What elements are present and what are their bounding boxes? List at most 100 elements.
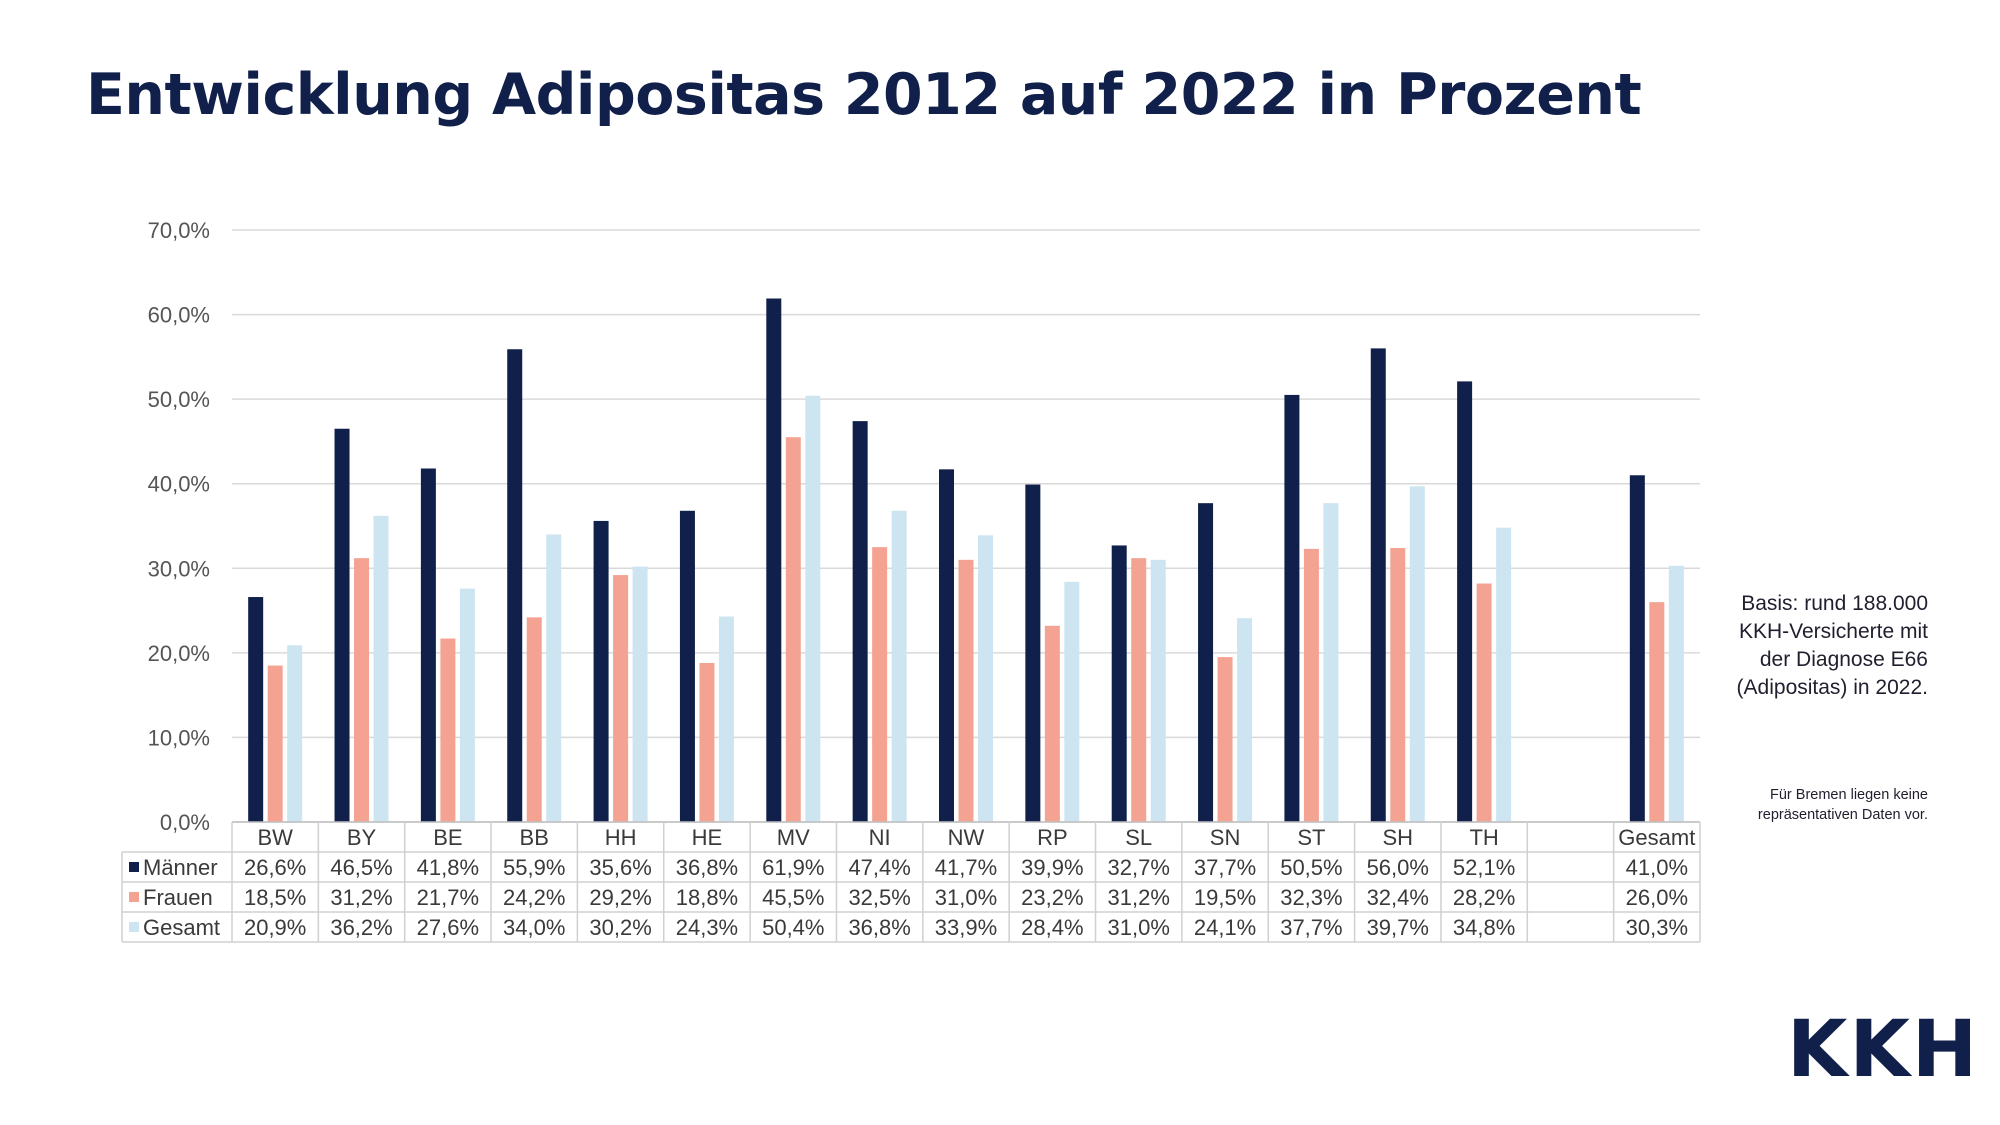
data-label: 36,8% (676, 855, 738, 880)
data-label: 34,8% (1453, 915, 1515, 940)
data-label: 50,4% (762, 915, 824, 940)
bar-frauen-bw (267, 665, 283, 822)
bar-männer-ni (852, 421, 868, 822)
y-tick-label: 40,0% (148, 472, 210, 497)
bar-männer-be (420, 468, 436, 822)
data-label: 24,2% (503, 885, 565, 910)
data-label: 30,2% (589, 915, 651, 940)
data-label: 32,7% (1108, 855, 1170, 880)
x-tick-label: TH (1469, 825, 1498, 850)
data-table: BW BY BE BB HH HE MV NI NW RP SL SN ST SH TH Gesamt Männ… (121, 821, 1701, 943)
bar-gesamt-be (459, 588, 475, 822)
legend-label-frauen: Frauen (143, 885, 213, 910)
data-label: 21,7% (417, 885, 479, 910)
data-label: 28,4% (1021, 915, 1083, 940)
data-label: 56,0% (1367, 855, 1429, 880)
bars (248, 298, 1684, 822)
bar-frauen-th (1476, 583, 1492, 822)
bar-gesamt-st (1323, 503, 1339, 822)
y-axis-ticks: 0,0% 10,0% 20,0% 30,0% 40,0% 50,0% 60,0% 70,0% (148, 218, 210, 835)
data-label: 27,6% (417, 915, 479, 940)
data-label: 31,2% (1108, 885, 1170, 910)
data-label: 50,5% (1280, 855, 1342, 880)
data-label: 29,2% (589, 885, 651, 910)
data-label: 33,9% (935, 915, 997, 940)
y-tick-label: 60,0% (148, 303, 210, 328)
y-tick-label: 30,0% (148, 556, 210, 581)
y-tick-label: 0,0% (160, 810, 210, 835)
bar-gesamt-by (373, 515, 389, 822)
kkh-logo: KKH (1787, 1005, 1980, 1095)
bar-männer-hh (593, 520, 609, 822)
bar-gesamt-ni (891, 510, 907, 822)
data-label: 45,5% (762, 885, 824, 910)
data-label: 36,8% (848, 915, 910, 940)
bar-frauen-bb (526, 617, 542, 822)
bar-männer-st (1284, 394, 1300, 822)
data-label: 37,7% (1194, 855, 1256, 880)
data-label: 31,0% (1108, 915, 1170, 940)
legend-swatch-männer (129, 862, 139, 872)
data-label: 19,5% (1194, 885, 1256, 910)
data-label: 23,2% (1021, 885, 1083, 910)
y-tick-label: 10,0% (148, 725, 210, 750)
data-label: 39,7% (1367, 915, 1429, 940)
data-label: 34,0% (503, 915, 565, 940)
bar-frauen-sh (1390, 547, 1406, 822)
bar-männer-by (334, 428, 350, 822)
bar-frauen-he (699, 663, 715, 822)
data-label: 41,8% (417, 855, 479, 880)
bar-männer-mv (766, 298, 782, 822)
bar-gesamt-bw (287, 645, 303, 822)
x-tick-label: ST (1297, 825, 1325, 850)
data-label: 46,5% (330, 855, 392, 880)
x-tick-label: SH (1382, 825, 1413, 850)
data-label: 35,6% (589, 855, 651, 880)
data-label: 18,8% (676, 885, 738, 910)
bar-gesamt-hh (632, 566, 648, 822)
data-label: 55,9% (503, 855, 565, 880)
x-tick-label: RP (1037, 825, 1068, 850)
y-tick-label: 20,0% (148, 641, 210, 666)
bar-gesamt-mv (805, 395, 821, 822)
bar-frauen-nw (958, 559, 974, 822)
data-label: 32,3% (1280, 885, 1342, 910)
bar-frauen-be (440, 638, 456, 822)
x-tick-label: NW (948, 825, 985, 850)
data-label: 41,0% (1626, 855, 1688, 880)
data-label: 39,9% (1021, 855, 1083, 880)
x-tick-label: SL (1125, 825, 1152, 850)
x-tick-label: HE (692, 825, 723, 850)
data-label: 32,4% (1367, 885, 1429, 910)
data-label: 36,2% (330, 915, 392, 940)
bar-männer-sl (1111, 545, 1127, 822)
bar-frauen-gesamt (1649, 602, 1665, 822)
y-tick-label: 50,0% (148, 387, 210, 412)
legend-label-männer: Männer (143, 855, 218, 880)
bar-frauen-sn (1217, 657, 1233, 822)
data-label: 52,1% (1453, 855, 1515, 880)
data-label: 26,0% (1626, 885, 1688, 910)
bar-frauen-ni (872, 547, 888, 822)
data-label: 30,3% (1626, 915, 1688, 940)
data-label: 37,7% (1280, 915, 1342, 940)
bar-gesamt-sl (1150, 559, 1166, 822)
basis-note: Basis: rund 188.000 KKH-Versicherte mit … (1736, 592, 1928, 699)
bar-gesamt-sh (1409, 486, 1425, 822)
bar-männer-sh (1370, 348, 1386, 822)
bar-gesamt-nw (978, 535, 993, 822)
bar-frauen-hh (613, 575, 629, 822)
data-label: 31,0% (935, 885, 997, 910)
bar-männer-sn (1198, 503, 1214, 822)
legend-label-gesamt: Gesamt (143, 915, 220, 940)
bar-gesamt-bb (546, 534, 562, 822)
bar-männer-bw (248, 597, 264, 822)
data-label: 32,5% (848, 885, 910, 910)
x-tick-label: BE (433, 825, 462, 850)
data-label: 24,3% (676, 915, 738, 940)
bar-männer-th (1457, 381, 1473, 822)
x-tick-label: HH (605, 825, 637, 850)
data-label: 41,7% (935, 855, 997, 880)
bar-männer-rp (1025, 484, 1041, 822)
